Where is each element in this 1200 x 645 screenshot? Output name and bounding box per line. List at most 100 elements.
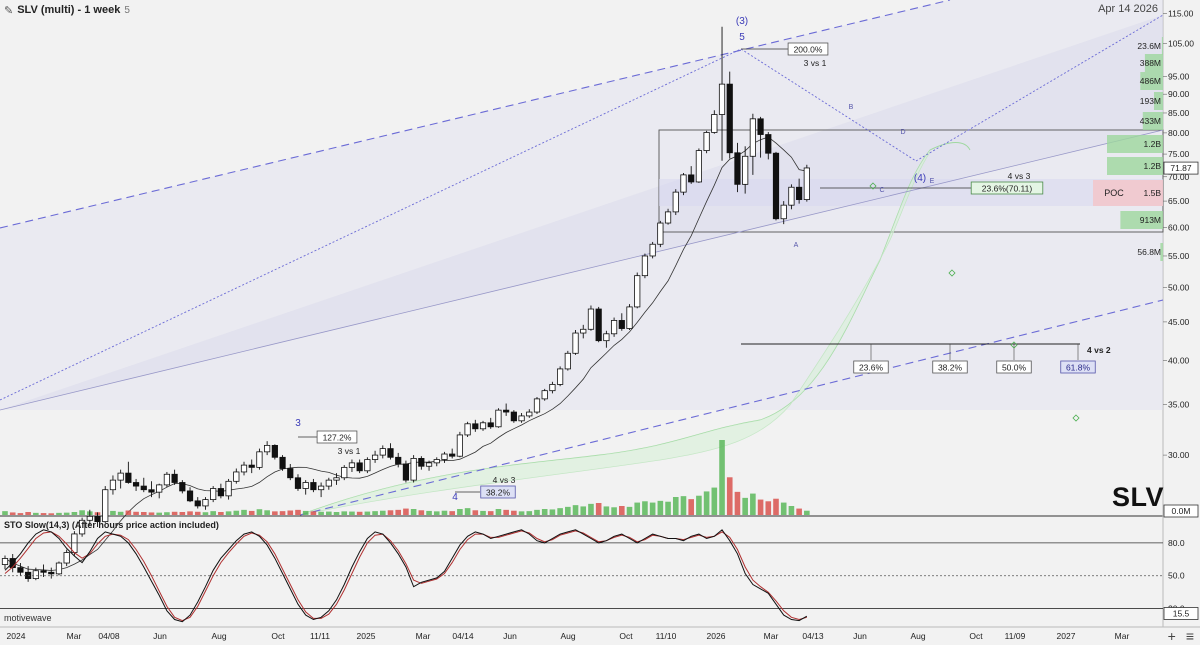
fib-4vs2-label-3: 61.8%: [1066, 362, 1091, 372]
time-tick-label-15: Mar: [764, 631, 779, 641]
candle-up: [456, 434, 463, 457]
volume-bar: [418, 510, 425, 515]
volume-bar: [79, 510, 85, 515]
stochastic-title[interactable]: STO Slow(14,3) (After hours price action…: [4, 520, 219, 530]
volume-bar: [187, 511, 193, 515]
pencil-icon[interactable]: ✎: [4, 4, 14, 17]
candle-up: [63, 552, 70, 564]
volume-bar: [110, 510, 116, 515]
menu-icon[interactable]: ≡: [1185, 628, 1194, 644]
volume-bar: [572, 505, 579, 515]
volume-profile-label-7: 1.5B: [1144, 188, 1162, 198]
wave-4-label: 4: [452, 492, 458, 503]
fib-236-box-label: 23.6%(70.11): [982, 183, 1033, 193]
candle-up: [86, 515, 93, 521]
diamond-marker: [1072, 414, 1080, 422]
symbol-watermark: SLV: [1112, 482, 1165, 512]
candle-down: [472, 423, 479, 430]
candle-down: [271, 444, 278, 458]
volume-bar: [225, 511, 232, 515]
volume-profile-bar: [1107, 157, 1163, 175]
volume-bar: [395, 509, 402, 515]
volume-bar: [788, 506, 795, 515]
volume-bar: [341, 511, 348, 515]
volume-bar: [56, 512, 62, 515]
time-tick-label-9: 04/14: [452, 631, 474, 641]
volume-bar: [233, 510, 240, 515]
time-tick-label-10: Jun: [503, 631, 517, 641]
candle-down: [395, 456, 402, 465]
volume-bar: [248, 510, 255, 515]
candle-down: [503, 409, 510, 413]
price-tick-label-5: 80.00: [1168, 128, 1190, 138]
volume-profile-label-9: 56.8M: [1137, 247, 1161, 257]
wave-3-primary-label: (3): [736, 16, 748, 27]
candle-down: [125, 472, 132, 483]
volume-bar: [295, 509, 301, 515]
path-letter-e: E: [930, 178, 935, 185]
time-tick-label-16: 04/13: [802, 631, 824, 641]
volume-profile-label-8: 913M: [1140, 215, 1161, 225]
volume-bar: [25, 512, 31, 515]
candle-up: [549, 384, 556, 392]
label-4vs3-low: 4 vs 3: [493, 475, 516, 485]
volume-bar: [441, 510, 448, 515]
candle-up: [117, 472, 124, 481]
sto-tick-label-0: 80.0: [1168, 538, 1185, 548]
candle-up: [641, 255, 649, 277]
volume-bar: [611, 507, 617, 515]
candle-down: [796, 186, 803, 200]
candle-up: [742, 155, 749, 185]
time-tick-label-21: 2027: [1057, 631, 1076, 641]
candle-up: [464, 423, 471, 436]
sto-tick-label-1: 50.0: [1168, 571, 1185, 581]
volume-bar: [171, 511, 178, 515]
fib-38-low-label-box: [480, 485, 516, 499]
candle-down: [186, 490, 194, 502]
path-letter-a: A: [794, 242, 799, 249]
volume-bar: [719, 440, 725, 515]
volume-bar: [279, 511, 286, 515]
candle-up: [348, 462, 356, 468]
candle-up: [672, 191, 679, 213]
add-icon[interactable]: +: [1167, 628, 1176, 644]
volume-profile-label-6: 1.2B: [1144, 161, 1162, 171]
volume-bar: [287, 510, 294, 515]
time-tick-label-1: Mar: [67, 631, 82, 641]
candle-down: [402, 463, 410, 481]
volume-profile-bar: [1142, 112, 1163, 130]
candle-up: [533, 398, 541, 413]
fib-4vs2-label-0-box: [853, 360, 889, 374]
volume-zero-box: [1163, 504, 1199, 518]
volume-bar: [534, 509, 540, 515]
fib-127-label-box: [316, 430, 358, 444]
candle-up: [587, 308, 595, 330]
volume-bar: [642, 501, 648, 515]
channel-shade: [0, 0, 1163, 410]
candle-up: [572, 332, 579, 354]
volume-bar: [326, 511, 332, 515]
volume-profile-bar: [1144, 54, 1163, 72]
candle-down: [40, 570, 47, 573]
volume-profile-bar: [1153, 92, 1163, 110]
volume-bar: [302, 510, 309, 515]
chart-title[interactable]: SLV (multi) - 1 week: [17, 4, 121, 16]
volume-bar: [634, 502, 641, 515]
candle-up: [1, 558, 9, 565]
volume-profile-label-0: 23.6M: [1137, 41, 1161, 51]
price-tick-label-2: 95.00: [1168, 71, 1190, 81]
candle-up: [302, 482, 309, 489]
candle-up: [109, 479, 117, 491]
volume-bar: [588, 503, 594, 515]
candle-down: [140, 485, 147, 491]
volume-bar: [349, 511, 355, 515]
time-tick-label-14: 2026: [707, 631, 726, 641]
volume-profile-bar: [1107, 135, 1163, 153]
volume-bar: [356, 511, 363, 515]
candle-down: [248, 464, 255, 468]
price-tick-label-12: 45.00: [1168, 317, 1190, 327]
candle-up: [518, 415, 525, 422]
sto-last-label: 15.5: [1173, 609, 1190, 619]
